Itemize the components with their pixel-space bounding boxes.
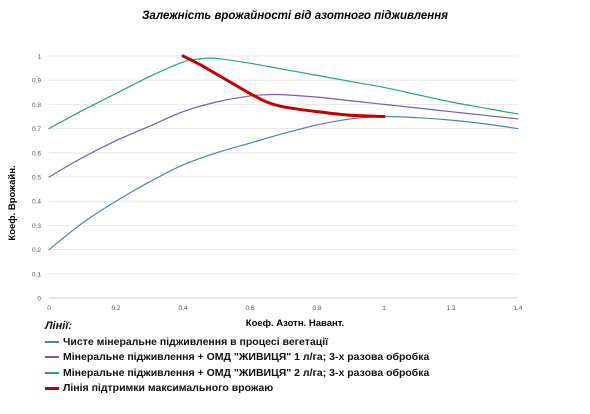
x-tick-label: 0	[47, 305, 51, 312]
x-tick-label: 0.8	[312, 305, 321, 312]
legend-label: Лінія підтримки максимального врожаю	[63, 382, 274, 395]
series-lines	[48, 54, 519, 251]
y-tick-label: 0.6	[32, 150, 41, 157]
legend-rows: Чисте мінеральне підживлення в процесі в…	[45, 334, 585, 396]
legend-item: Мінеральне підживлення + ОМД "ЖИВИЦЯ" 1 …	[45, 350, 585, 366]
legend-item: Мінеральне підживлення + ОМД "ЖИВИЦЯ" 2 …	[45, 365, 585, 381]
y-tick-label: 0.3	[32, 223, 41, 230]
y-tick-label: 0.9	[32, 78, 41, 85]
legend-label: Мінеральне підживлення + ОМД "ЖИВИЦЯ" 1 …	[63, 351, 430, 364]
y-tick-label: 1	[37, 54, 41, 61]
series-line-3	[48, 57, 519, 130]
x-tick-label: 1.4	[513, 305, 522, 312]
legend-swatch	[45, 340, 59, 343]
legend-heading: Лінії:	[45, 320, 73, 332]
x-tick-label: 1	[382, 305, 386, 312]
legend-swatch	[45, 386, 59, 390]
legend-swatch	[45, 356, 59, 359]
series-line-2	[48, 93, 519, 178]
x-tick-label: 0.4	[178, 305, 187, 312]
chart-title: Залежність врожайності від азотного підж…	[142, 10, 448, 22]
series-line-1	[48, 115, 519, 251]
y-tick-label: 0.4	[32, 199, 41, 206]
y-tick-label: 0.1	[32, 271, 41, 278]
legend-label: Мінеральне підживлення + ОМД "ЖИВИЦЯ" 2 …	[63, 366, 430, 379]
y-tick-label: 0.5	[32, 175, 41, 182]
y-tick-label: 0.7	[32, 126, 41, 133]
legend: Лінії: Чисте мінеральне підживлення в пр…	[45, 320, 585, 396]
y-axis-label: Коеф. Врожайн.	[7, 165, 18, 240]
tick-labels: 0 0.1 0.2 0.3 0.4 0.5 0.6 0.7 0.8 0.9 1 0 0.2 0.4 0.6 0…	[32, 54, 523, 313]
y-tick-label: 0.8	[32, 102, 41, 109]
y-tick-label: 0	[37, 296, 41, 303]
x-tick-label: 0.2	[111, 305, 120, 312]
y-tick-label: 0.2	[32, 247, 41, 254]
gridlines	[49, 55, 518, 299]
legend-swatch	[45, 371, 59, 374]
x-axis-label: Коеф. Азотн. Навант.	[246, 318, 344, 329]
x-tick-label: 1.2	[446, 305, 455, 312]
legend-item: Лінія підтримки максимального врожаю	[45, 381, 585, 397]
legend-item: Чисте мінеральне підживлення в процесі в…	[45, 334, 585, 350]
x-tick-label: 0.6	[245, 305, 254, 312]
legend-label: Чисте мінеральне підживлення в процесі в…	[63, 335, 329, 348]
series-line-4	[181, 54, 386, 118]
